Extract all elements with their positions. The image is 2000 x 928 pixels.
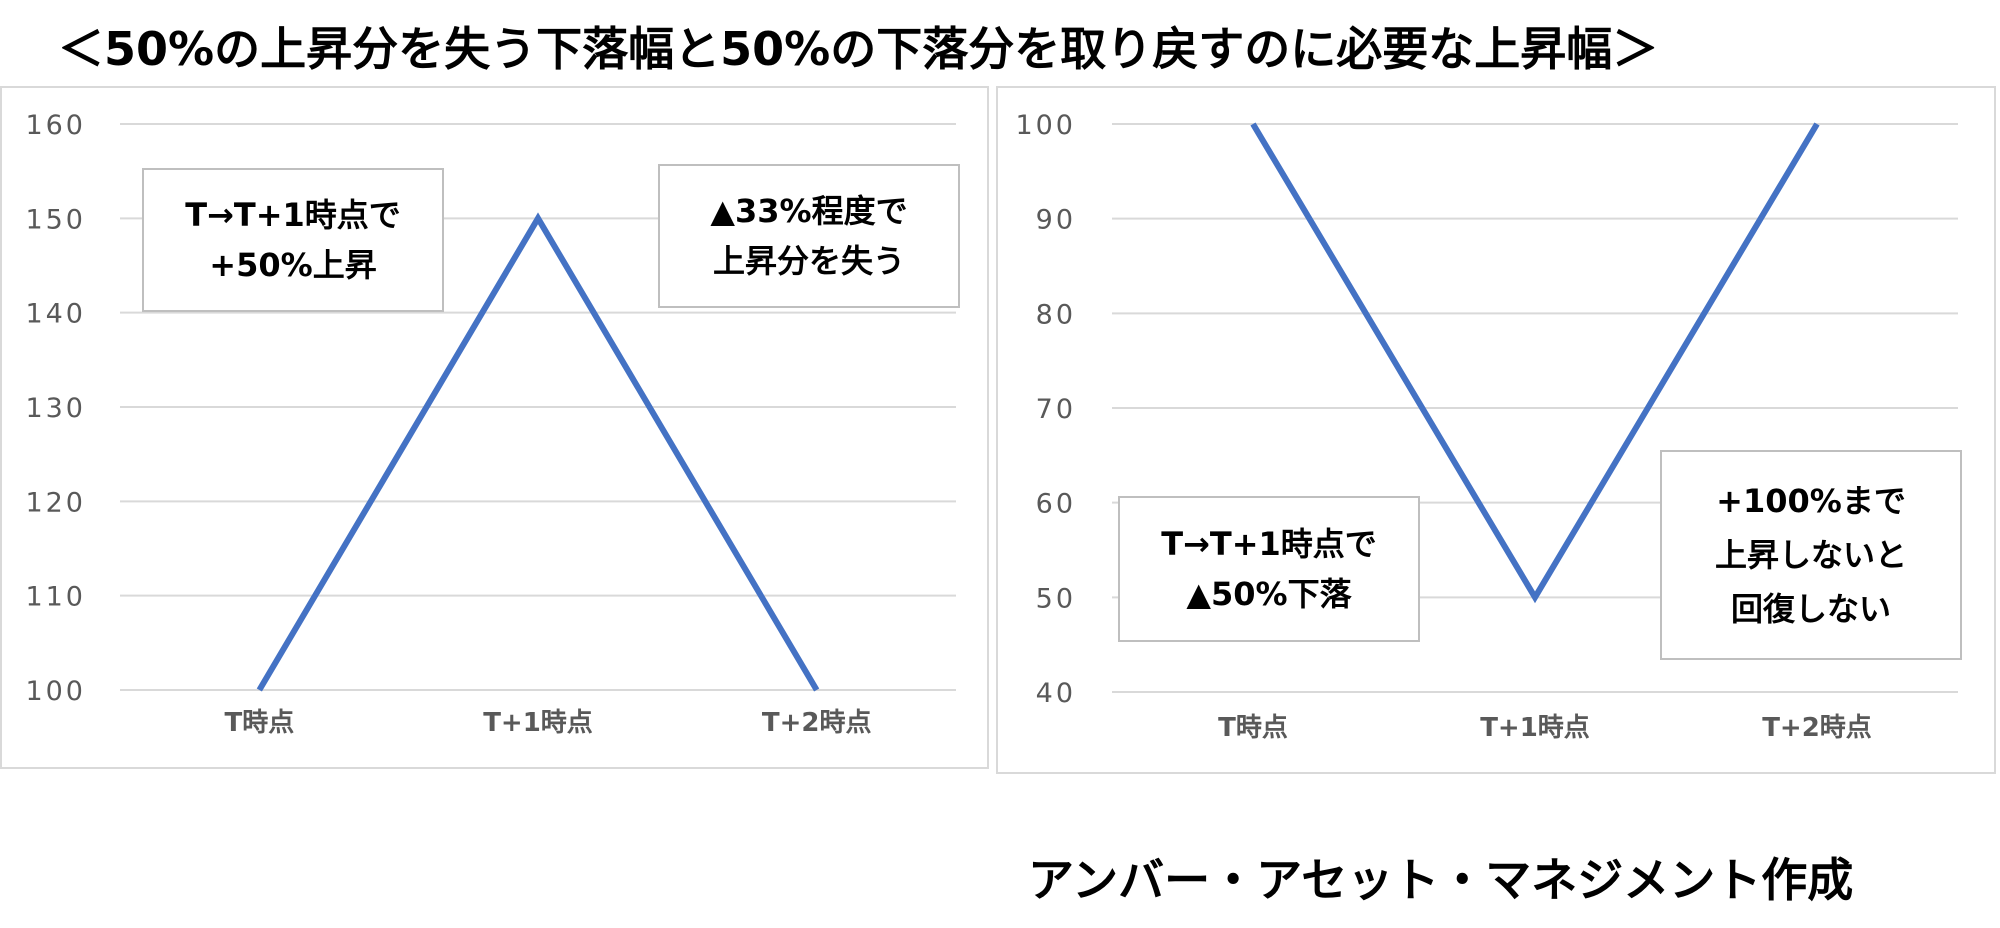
annotation-line: 上昇しないと: [1714, 536, 1907, 574]
y-tick-label: 110: [25, 582, 86, 613]
series-line: [256, 212, 820, 692]
y-tick-label: 120: [25, 487, 86, 518]
x-tick-label: T+1時点: [483, 707, 593, 738]
chart-panel-right: 40 50 60 70 80 90 100 T時点 T+1時点 T+2時点 T→T+1時点で ▲5…: [996, 86, 1996, 774]
chart-panel-left: 100 110 120 130 140 150 160 T時点 T+1時点 T+2時点 T→T+1…: [0, 86, 989, 769]
y-tick-label: 130: [25, 393, 86, 424]
chart-left-svg: 100 110 120 130 140 150 160 T時点 T+1時点 T+2時点: [25, 110, 956, 738]
x-tick-label: T時点: [224, 707, 294, 738]
chart-right-svg: 40 50 60 70 80 90 100 T時点 T+1時点 T+2時点: [1015, 110, 1958, 743]
x-tick-label: T+1時点: [1480, 712, 1590, 743]
y-tick-label: 160: [25, 110, 86, 141]
page-title: ＜50%の上昇分を失う下落幅と50%の下落分を取り戻すのに必要な上昇幅＞: [58, 22, 1659, 76]
annotation-line: T→T+1時点で: [1161, 525, 1377, 563]
annotation-line: 回復しない: [1730, 590, 1891, 628]
annotation-line: +100%まで: [1716, 482, 1906, 520]
y-tick-label: 70: [1036, 394, 1076, 425]
annotation-line: ▲50%下落: [1186, 575, 1352, 613]
annotation-recovery: +100%まで 上昇しないと 回復しない: [1660, 450, 1962, 660]
y-tick-label: 100: [25, 676, 86, 707]
x-tick-label: T時点: [1218, 712, 1288, 743]
annotation-loss: ▲33%程度で 上昇分を失う: [658, 164, 960, 308]
y-tick-label: 50: [1036, 583, 1076, 614]
y-tick-label: 150: [25, 204, 86, 235]
y-tick-label: 140: [25, 299, 86, 330]
annotation-fall: T→T+1時点で ▲50%下落: [1118, 496, 1420, 642]
series-line: [1250, 122, 1820, 604]
annotation-line: +50%上昇: [209, 246, 377, 284]
y-tick-label: 60: [1036, 489, 1076, 520]
annotation-rise: T→T+1時点で +50%上昇: [142, 168, 444, 312]
x-tick-label: T+2時点: [762, 707, 872, 738]
annotation-line: 上昇分を失う: [712, 242, 905, 280]
y-tick-label: 90: [1036, 205, 1076, 236]
y-tick-label: 80: [1036, 299, 1076, 330]
y-tick-label: 40: [1036, 678, 1076, 709]
x-tick-label: T+2時点: [1762, 712, 1872, 743]
y-tick-label: 100: [1015, 110, 1076, 141]
annotation-line: T→T+1時点で: [185, 196, 401, 234]
credit-text: アンバー・アセット・マネジメント作成: [1028, 853, 1854, 907]
annotation-line: ▲33%程度で: [710, 192, 908, 230]
